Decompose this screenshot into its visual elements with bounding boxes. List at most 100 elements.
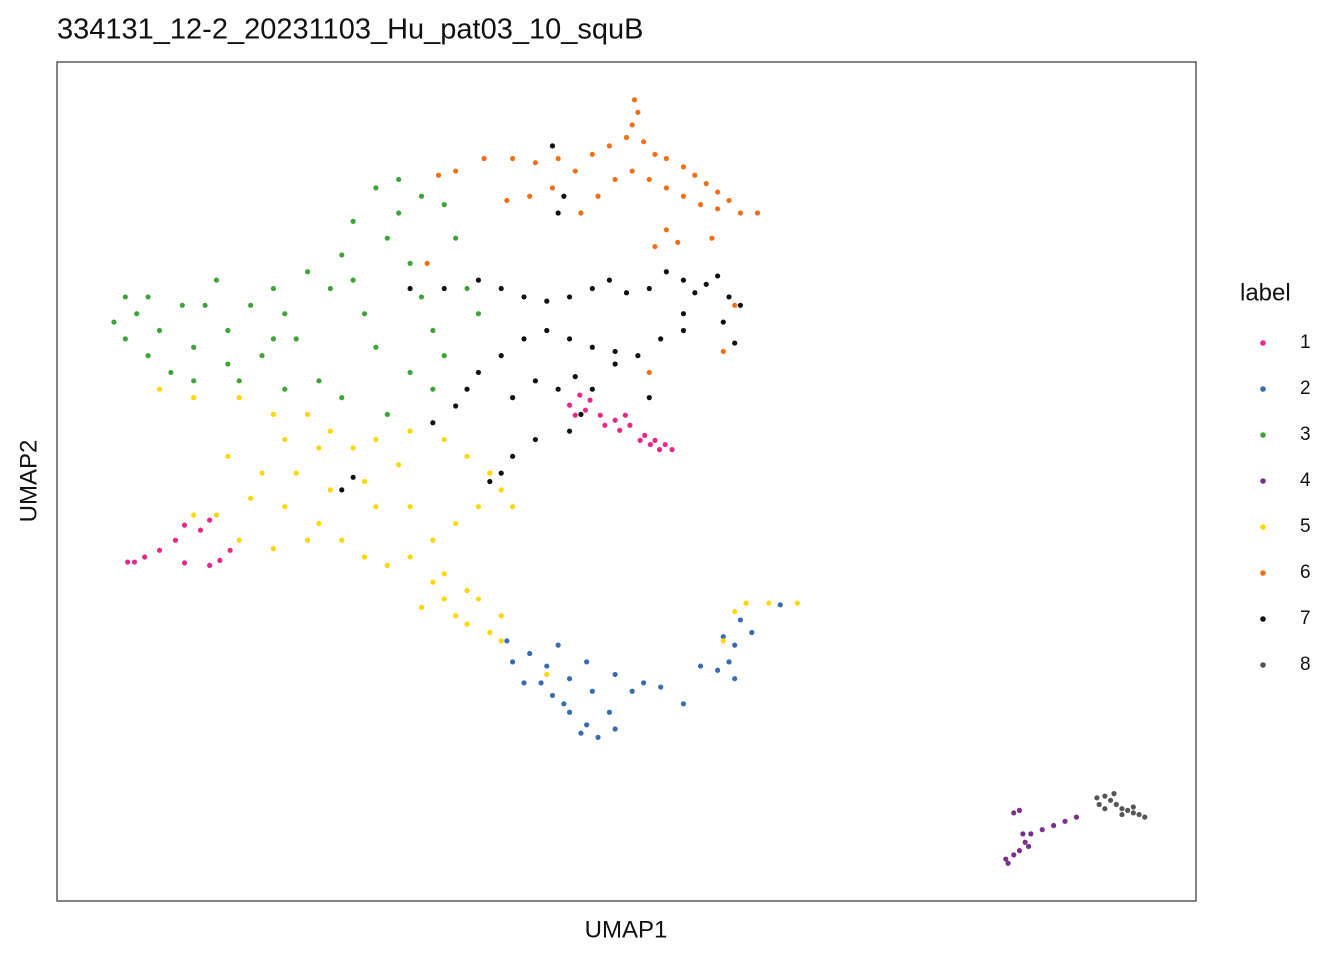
- point: [487, 478, 493, 485]
- point: [361, 478, 368, 485]
- point: [703, 281, 709, 287]
- point: [612, 361, 618, 367]
- point: [577, 392, 583, 398]
- point: [156, 386, 163, 392]
- point: [327, 487, 333, 493]
- point: [692, 172, 698, 178]
- point: [498, 638, 504, 644]
- point: [720, 634, 726, 640]
- point: [612, 417, 618, 423]
- point: [663, 269, 669, 275]
- point: [1119, 811, 1125, 818]
- point: [1111, 791, 1117, 797]
- point: [270, 336, 277, 342]
- point: [179, 302, 185, 308]
- point: [715, 189, 721, 195]
- point: [316, 445, 322, 451]
- point: [1073, 814, 1080, 820]
- point: [464, 453, 470, 459]
- point: [327, 285, 333, 292]
- point: [248, 302, 254, 308]
- point: [350, 277, 356, 283]
- point: [652, 151, 658, 157]
- point: [236, 378, 242, 384]
- point: [122, 294, 128, 300]
- point: [623, 134, 630, 141]
- point: [504, 197, 510, 204]
- point: [464, 386, 470, 392]
- point: [1003, 856, 1009, 862]
- point: [1130, 804, 1136, 810]
- point: [487, 470, 493, 476]
- x-axis-label: UMAP1: [585, 916, 668, 943]
- point: [191, 395, 197, 401]
- point: [197, 527, 204, 533]
- point: [749, 629, 755, 636]
- point: [430, 420, 436, 426]
- point: [1011, 810, 1017, 816]
- point: [589, 386, 595, 392]
- point: [640, 139, 647, 145]
- point: [652, 243, 658, 250]
- point: [646, 176, 652, 183]
- point: [663, 155, 669, 162]
- point: [584, 659, 590, 665]
- legend-swatch: [1260, 478, 1266, 484]
- point: [373, 185, 379, 191]
- point: [407, 504, 413, 510]
- point: [430, 579, 436, 585]
- point: [396, 462, 402, 468]
- legend-label: 8: [1300, 654, 1311, 675]
- point: [145, 353, 151, 359]
- point: [561, 701, 567, 707]
- point: [441, 353, 447, 359]
- point: [732, 676, 738, 682]
- point: [504, 638, 510, 644]
- point: [532, 378, 538, 384]
- point: [1142, 814, 1148, 820]
- point: [794, 600, 800, 606]
- point: [572, 412, 578, 418]
- point: [572, 168, 578, 174]
- point: [527, 193, 533, 199]
- point: [282, 436, 288, 443]
- point: [1096, 801, 1102, 808]
- point: [475, 504, 482, 510]
- point: [259, 353, 265, 359]
- point: [572, 374, 578, 380]
- point: [453, 403, 459, 409]
- point: [715, 273, 721, 279]
- point: [293, 470, 299, 476]
- point: [732, 302, 738, 308]
- point: [259, 470, 265, 476]
- legend-swatch: [1260, 524, 1266, 530]
- point: [1113, 801, 1119, 808]
- point: [635, 109, 641, 115]
- point: [544, 298, 550, 304]
- point: [270, 285, 277, 292]
- legend-swatch: [1260, 386, 1266, 392]
- point: [680, 164, 687, 170]
- point: [304, 537, 311, 543]
- point: [680, 701, 687, 707]
- point: [521, 294, 527, 300]
- point: [1125, 807, 1131, 813]
- point: [430, 537, 436, 543]
- point: [597, 412, 603, 418]
- point: [549, 143, 556, 149]
- point: [549, 692, 556, 699]
- point: [663, 227, 669, 233]
- point: [509, 504, 516, 510]
- point: [544, 327, 550, 334]
- point: [464, 587, 470, 594]
- point: [316, 520, 322, 527]
- point: [227, 547, 233, 553]
- point: [407, 554, 413, 560]
- point: [652, 437, 658, 443]
- legend-label: 3: [1300, 424, 1311, 445]
- point: [156, 547, 163, 553]
- point: [441, 436, 447, 443]
- point: [637, 437, 643, 443]
- point: [373, 504, 379, 510]
